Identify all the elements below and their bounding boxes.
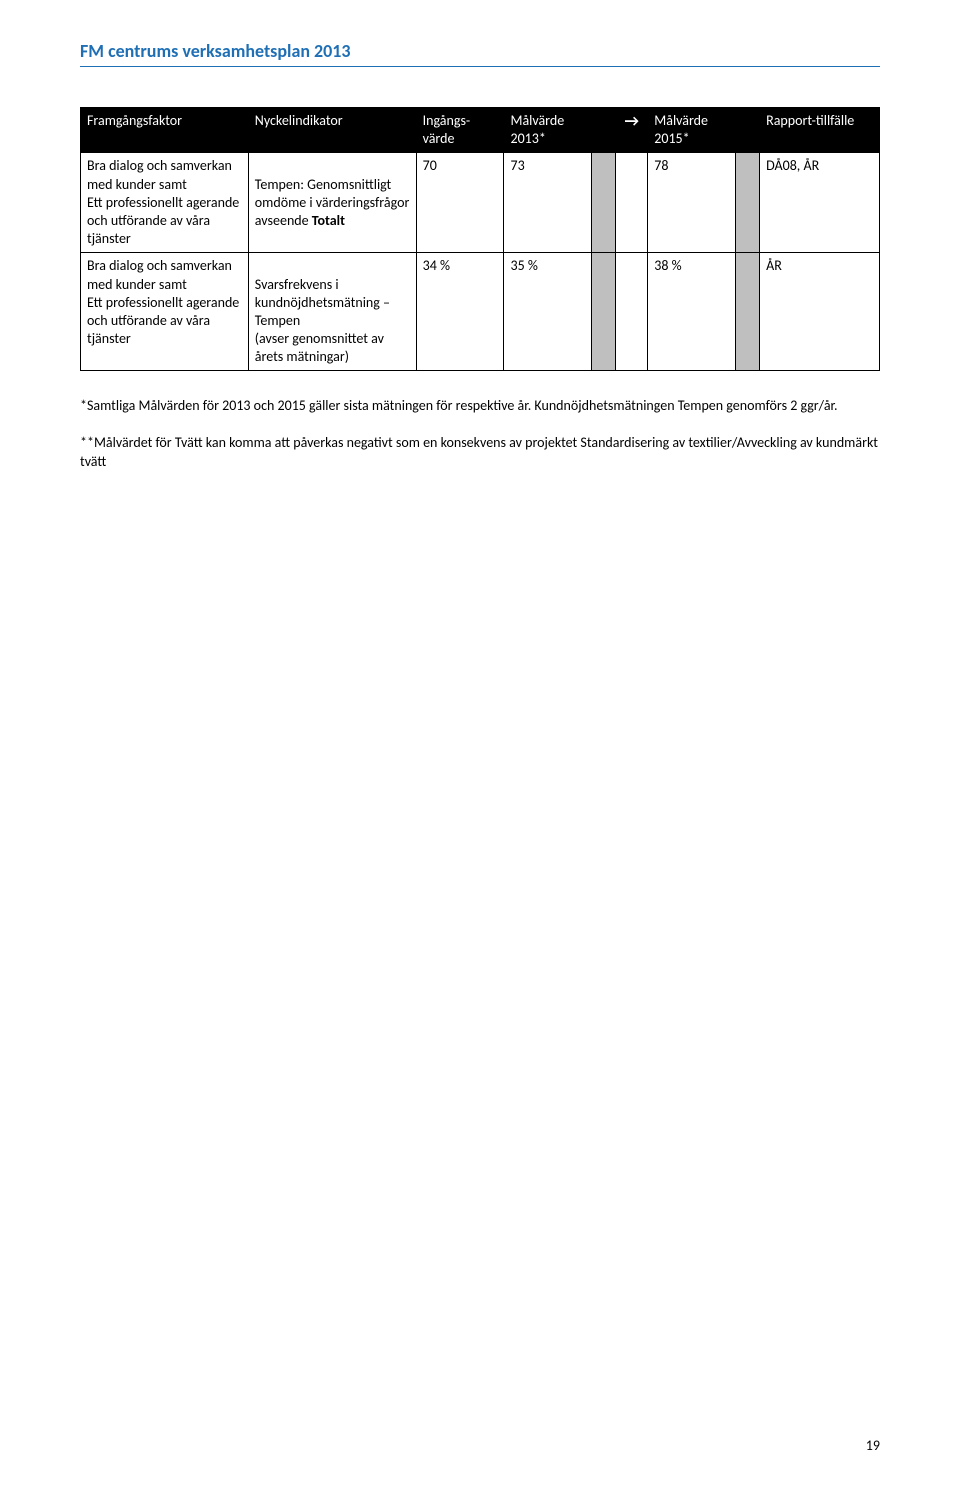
cell-rapport: ÅR	[760, 253, 880, 371]
cell-nyckel: Svarsfrekvens i kundnöjdhetsmätning – Te…	[248, 253, 416, 371]
th-rapporttillfalle: Rapport-tillfälle	[760, 108, 880, 153]
table-header-row: Framgångsfaktor Nyckelindikator Ingångs-…	[81, 108, 880, 153]
cell-nyckel: Tempen: Genomsnittligt omdöme i värderin…	[248, 153, 416, 253]
cell-ingang: 70	[416, 153, 504, 253]
cell-2015: 38 %	[648, 253, 736, 371]
cell-2013: 73	[504, 153, 592, 253]
table-row: Bra dialog och samverkan med kunder samt…	[81, 153, 880, 253]
nyckel-text: Svarsfrekvens i kundnöjdhetsmätning – Te…	[255, 276, 390, 366]
cell-rapport: DÅ08, ÅR	[760, 153, 880, 253]
th-malvarde-2015: Målvärde 2015*	[648, 108, 736, 153]
page-title: FM centrums verksamhetsplan 2013	[80, 40, 880, 62]
page-number: 19	[866, 1437, 880, 1454]
table-row: Bra dialog och samverkan med kunder samt…	[81, 253, 880, 371]
th-spacer-1	[592, 108, 616, 153]
cell-grey-2	[736, 253, 760, 371]
cell-framgang: Bra dialog och samverkan med kunder samt…	[81, 253, 249, 371]
th-spacer-2	[736, 108, 760, 153]
footnote-1: *Samtliga Målvärden för 2013 och 2015 gä…	[80, 397, 880, 416]
th-nyckelindikator: Nyckelindikator	[248, 108, 416, 153]
footnotes: *Samtliga Målvärden för 2013 och 2015 gä…	[80, 397, 880, 472]
th-malvarde-2013: Målvärde 2013*	[504, 108, 592, 153]
header-rule	[80, 66, 880, 67]
cell-2015: 78	[648, 153, 736, 253]
cell-ingang: 34 %	[416, 253, 504, 371]
indicators-table: Framgångsfaktor Nyckelindikator Ingångs-…	[80, 107, 880, 371]
cell-grey-2	[736, 153, 760, 253]
th-ingangsvarde: Ingångs-värde	[416, 108, 504, 153]
footnote-2: **Målvärdet för Tvätt kan komma att påve…	[80, 434, 880, 472]
cell-grey-1	[592, 253, 616, 371]
cell-arrow	[616, 153, 648, 253]
th-arrow-icon: →	[616, 108, 648, 153]
th-framgangsfaktor: Framgångsfaktor	[81, 108, 249, 153]
nyckel-bold: Totalt	[312, 212, 345, 229]
cell-framgang: Bra dialog och samverkan med kunder samt…	[81, 153, 249, 253]
cell-grey-1	[592, 153, 616, 253]
cell-2013: 35 %	[504, 253, 592, 371]
cell-arrow	[616, 253, 648, 371]
page-container: FM centrums verksamhetsplan 2013 Framgån…	[0, 0, 960, 530]
